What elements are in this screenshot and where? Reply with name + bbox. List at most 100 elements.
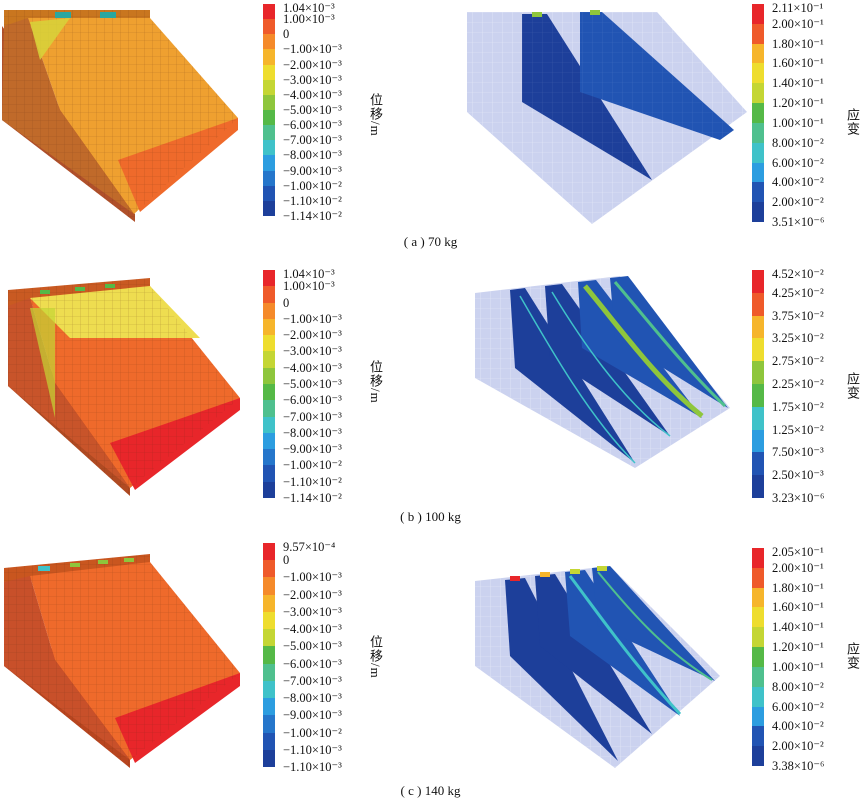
strain-tick-label: 1.60×10⁻¹: [772, 600, 824, 615]
displacement-tick-label: −8.00×10⁻³: [283, 148, 342, 163]
displacement-model-c: [4, 554, 240, 768]
displacement-tick-label: −7.00×10⁻³: [283, 409, 342, 424]
strain-tick-label: 3.75×10⁻²: [772, 308, 824, 323]
displacement-colorbar-segment: [263, 594, 275, 613]
displacement-unit-b: 位移/m: [368, 360, 383, 404]
strain-colorbar-segment: [752, 746, 764, 767]
strain-unit-c: 应变: [845, 642, 860, 670]
displacement-tick-label: −4.00×10⁻³: [283, 360, 342, 375]
displacement-tick-label: −4.00×10⁻³: [283, 87, 342, 102]
strain-tick-label: 1.60×10⁻¹: [772, 56, 824, 71]
strain-tick-label: 2.11×10⁻¹: [772, 1, 824, 15]
strain-tick-label: 1.75×10⁻²: [772, 399, 824, 414]
strain-tick-label: 2.00×10⁻²: [772, 195, 824, 210]
strain-tick-label: 6.00×10⁻²: [772, 699, 824, 714]
strain-model-b: [475, 276, 730, 468]
displacement-tick-label: −1.10×10⁻³: [283, 742, 342, 757]
displacement-colorbar-segment: [263, 663, 275, 682]
displacement-colorbar-segment: [263, 732, 275, 751]
displacement-tick-label: 0: [283, 27, 290, 42]
displacement-tick-label: −5.00×10⁻³: [283, 103, 342, 117]
displacement-tick-label: −9.00×10⁻³: [283, 163, 342, 178]
strain-colorbar-segment: [752, 406, 764, 431]
displacement-tick-label: −1.10×10⁻²: [283, 193, 342, 208]
displacement-model-a: [2, 10, 238, 222]
strain-tick-label: 1.40×10⁻¹: [772, 620, 824, 635]
strain-colorbar-segment: [752, 63, 764, 84]
strain-colorbar-segment: [752, 43, 764, 64]
displacement-tick-label: 0: [283, 553, 290, 568]
displacement-tick-label: −5.00×10⁻³: [283, 377, 342, 391]
displacement-tick-label: −1.00×10⁻²: [283, 725, 342, 740]
strain-tick-label: 1.00×10⁻¹: [772, 115, 824, 130]
strain-tick-label: 3.25×10⁻²: [772, 331, 824, 346]
displacement-colorbar-segment: [263, 384, 275, 401]
strain-colorbar-segment: [752, 726, 764, 747]
strain-colorbar-segment: [752, 162, 764, 183]
strain-colorbar-segment: [752, 202, 764, 223]
displacement-tick-label: 0: [283, 295, 290, 310]
strain-colorbar-segment: [752, 122, 764, 144]
displacement-tick-label: −8.00×10⁻³: [283, 691, 342, 706]
displacement-colorbar-segment: [263, 543, 275, 561]
strain-tick-label: 2.50×10⁻³: [772, 468, 824, 483]
displacement-tick-label: −4.00×10⁻³: [283, 622, 342, 637]
strain-tick-label: 1.20×10⁻¹: [772, 96, 824, 111]
strain-colorbar-segment: [752, 142, 764, 164]
strain-tick-label: 1.40×10⁻¹: [772, 76, 824, 91]
displacement-tick-label: 1.04×10⁻³: [283, 1, 335, 15]
strain-colorbar-segment: [752, 23, 764, 45]
displacement-colorbar-segment: [263, 577, 275, 596]
displacement-tick-label: −1.00×10⁻²: [283, 178, 342, 193]
displacement-tick-label: −2.00×10⁻³: [283, 328, 342, 343]
displacement-tick-label: −6.00×10⁻³: [283, 656, 342, 671]
displacement-colorbar-segment: [263, 64, 275, 81]
displacement-colorbar-segment: [263, 335, 275, 352]
strain-colorbar-segment: [752, 607, 764, 628]
displacement-colorbar-segment: [263, 560, 275, 578]
strain-tick-label: 1.80×10⁻¹: [772, 36, 824, 51]
displacement-colorbar-segment: [263, 416, 275, 434]
strain-tick-label: 1.25×10⁻²: [772, 422, 824, 437]
displacement-colorbar-segment: [263, 110, 275, 126]
displacement-colorbar-segment: [263, 185, 275, 202]
displacement-tick-label: −1.10×10⁻²: [283, 474, 342, 489]
displacement-tick-label: −3.00×10⁻³: [283, 72, 342, 87]
displacement-tick-label: −8.00×10⁻³: [283, 425, 342, 440]
strain-colorbar-segment: [752, 292, 764, 317]
strain-colorbar-segment: [752, 666, 764, 688]
displacement-colorbar-segment: [263, 680, 275, 699]
strain-colorbar-segment: [752, 338, 764, 362]
displacement-colorbar-segment: [263, 611, 275, 630]
strain-tick-label: 1.20×10⁻¹: [772, 640, 824, 655]
strain-colorbar-segment: [752, 627, 764, 648]
displacement-colorbar-segment: [263, 200, 275, 217]
displacement-colorbar-segment: [263, 79, 275, 96]
strain-tick-label: 3.51×10⁻⁶: [772, 215, 825, 229]
displacement-colorbar-segment: [263, 646, 275, 665]
displacement-colorbar-segment: [263, 351, 275, 369]
strain-colorbar-segment: [752, 83, 764, 104]
strain-tick-label: 4.25×10⁻²: [772, 285, 824, 300]
strain-colorbar-segment: [752, 706, 764, 727]
displacement-tick-label: −1.00×10⁻²: [283, 458, 342, 473]
displacement-colorbar-segment: [263, 34, 275, 50]
strain-tick-label: 2.00×10⁻²: [772, 739, 824, 754]
strain-model-a: [467, 10, 747, 224]
strain-colorbar-segment: [752, 103, 764, 124]
strain-colorbar-segment: [752, 384, 764, 408]
displacement-colorbar-segment: [263, 629, 275, 647]
displacement-tick-label: −1.00×10⁻³: [283, 311, 342, 326]
strain-colorbar-segment: [752, 567, 764, 589]
strain-tick-label: 1.00×10⁻¹: [772, 659, 824, 674]
displacement-tick-label: −1.10×10⁻³: [283, 760, 342, 774]
displacement-tick-label: −2.00×10⁻³: [283, 587, 342, 602]
displacement-colorbar-segment: [263, 4, 275, 20]
strain-tick-label: 2.00×10⁻¹: [772, 16, 824, 31]
strain-unit-a: 应变: [845, 108, 860, 136]
displacement-tick-label: −2.00×10⁻³: [283, 57, 342, 72]
displacement-colorbar-segment: [263, 698, 275, 716]
strain-tick-label: 8.00×10⁻²: [772, 135, 824, 150]
displacement-unit-a: 位移/m: [368, 93, 383, 137]
displacement-colorbar-segment: [263, 432, 275, 450]
